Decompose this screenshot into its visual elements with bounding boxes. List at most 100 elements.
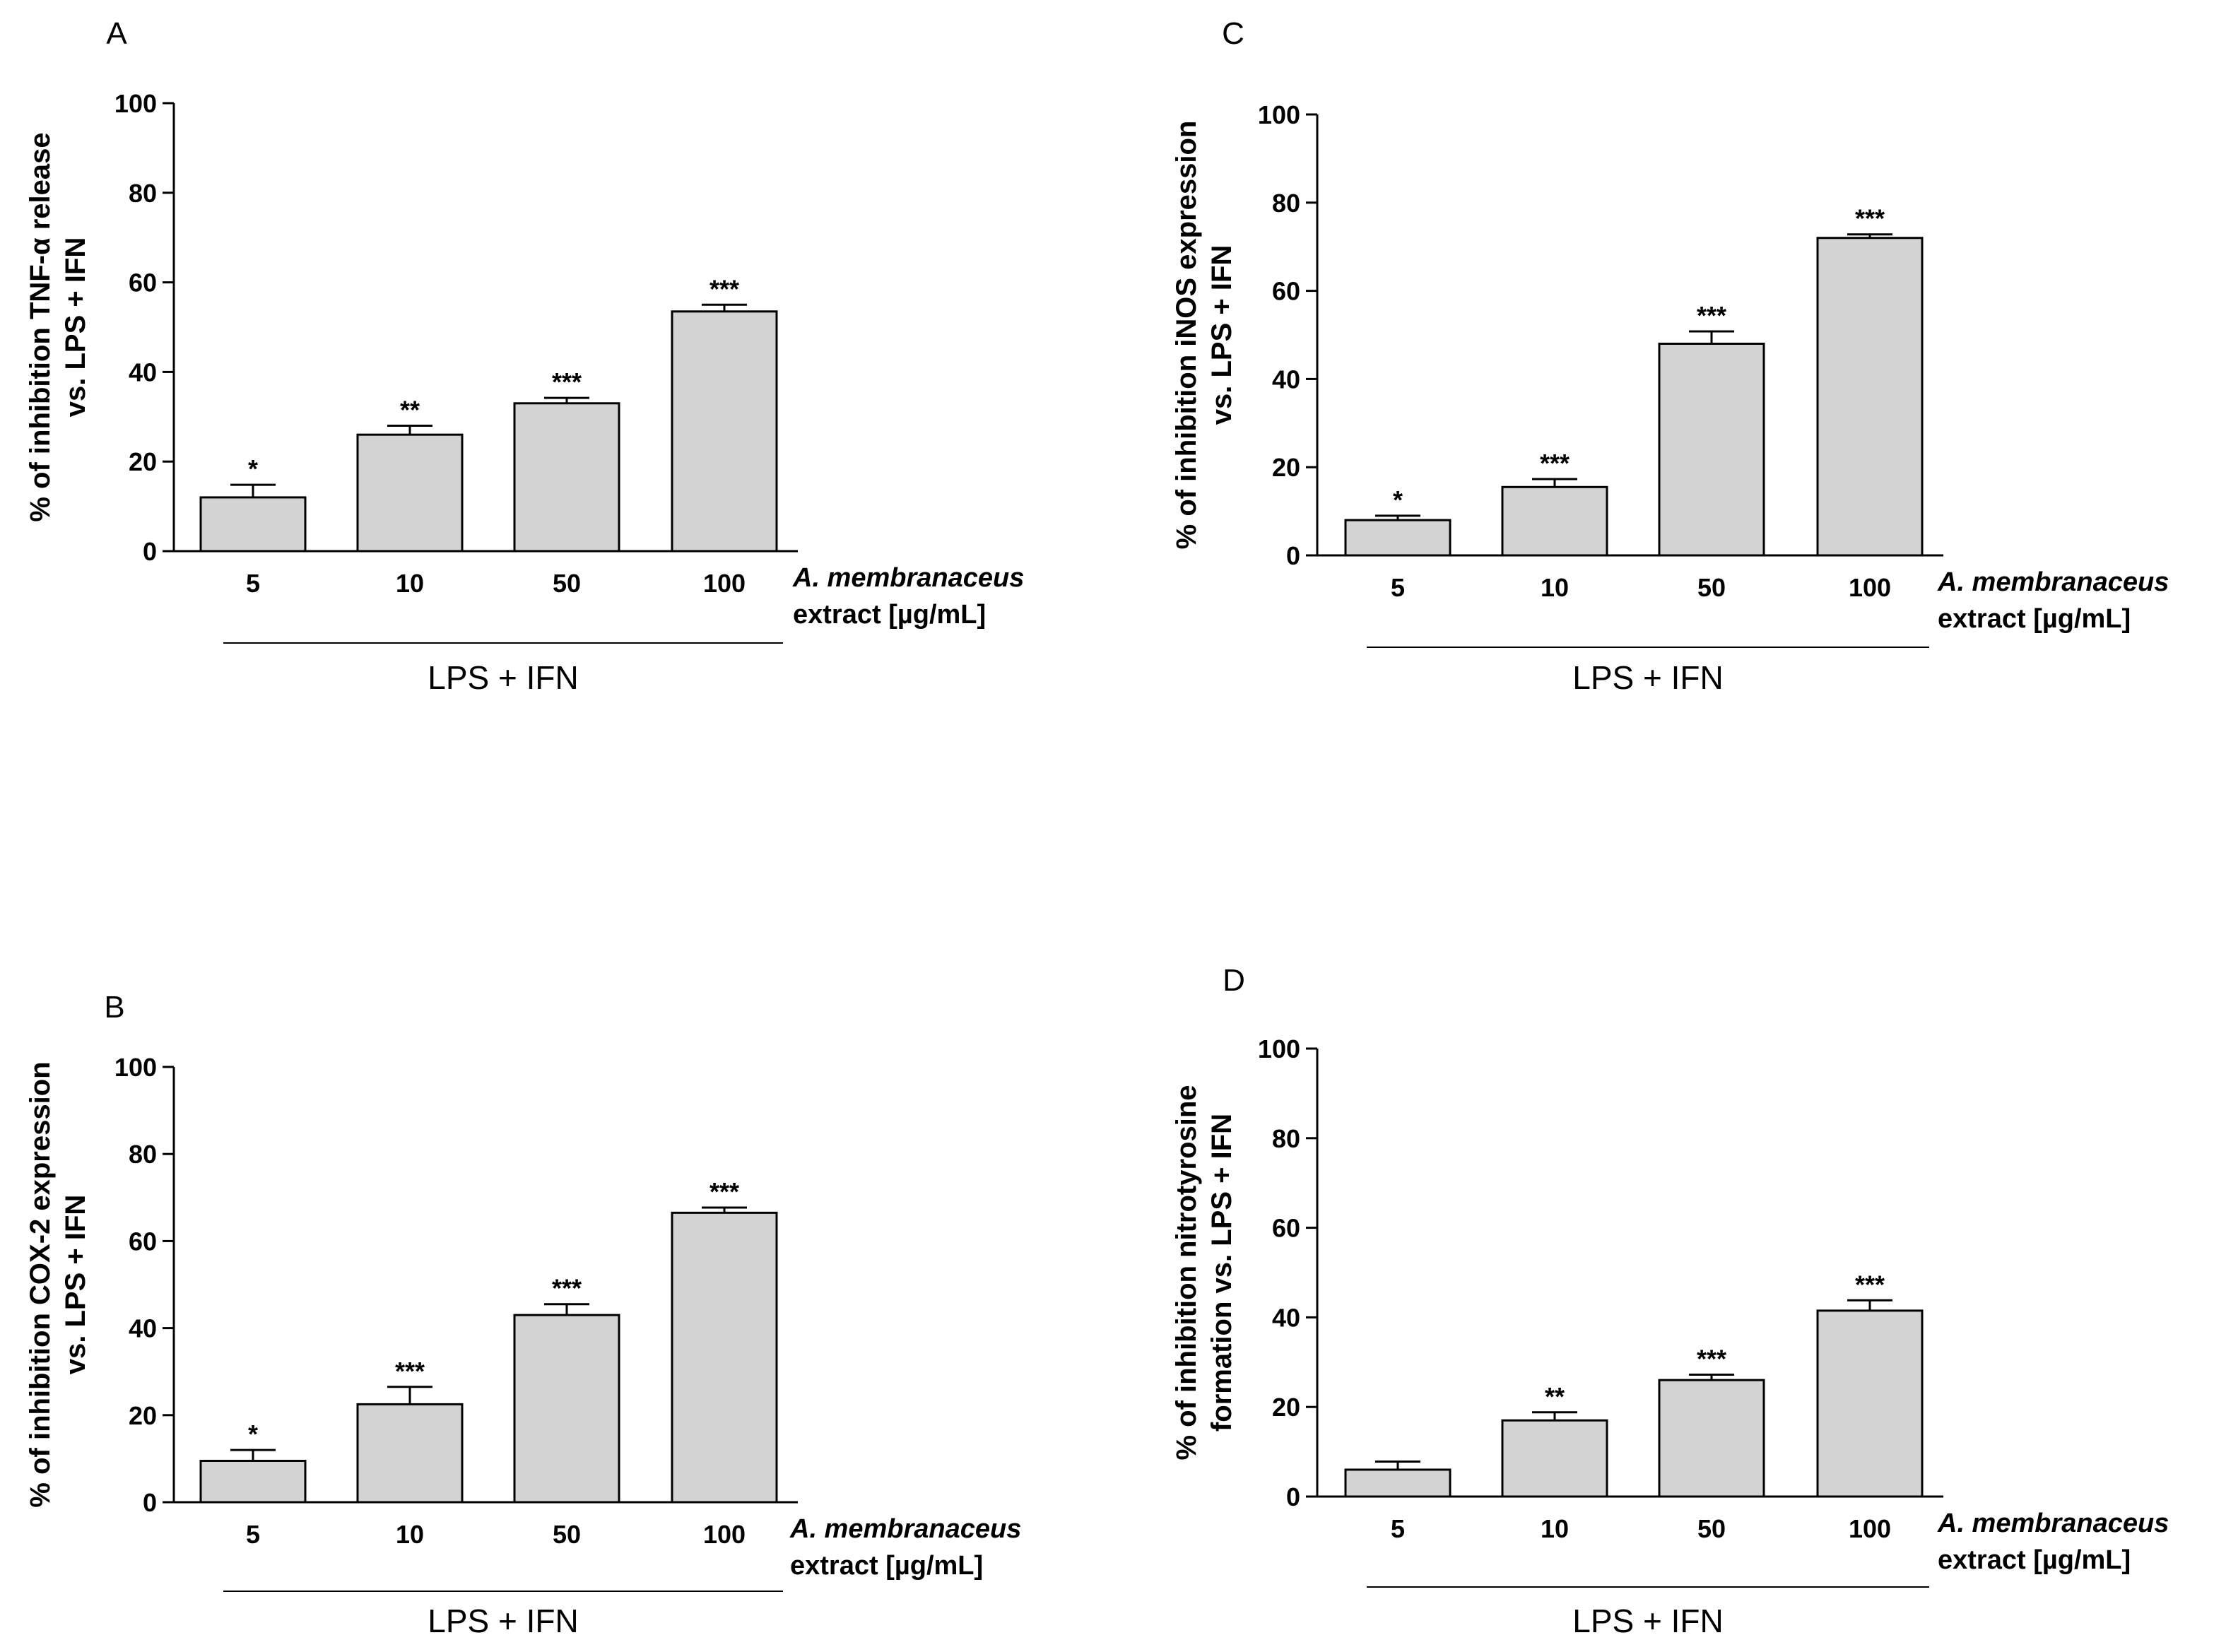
y-tick-label: 20 — [1272, 1393, 1300, 1422]
x-tick-label: 100 — [703, 1520, 746, 1549]
x-tick-label: 50 — [1697, 573, 1726, 602]
y-tick-label: 20 — [129, 447, 157, 476]
panel-d: D 0 20 40 60 80 100 % of inhibition nitrotyrosi… — [1171, 963, 2169, 1639]
significance-label: * — [248, 1420, 258, 1449]
y-axis-label-line-1: % of inhibition nitrotyrosine — [1171, 1085, 1202, 1460]
group-label: LPS + IFN — [1572, 659, 1723, 696]
y-axis-label-line-1: % of inhibition TNF-α release — [25, 132, 56, 521]
x-tick-label: 10 — [396, 569, 424, 598]
bar-5 — [1344, 1468, 1452, 1498]
y-tick-label: 80 — [1272, 189, 1300, 218]
y-tick-label: 0 — [143, 537, 157, 566]
y-axis-label-line-2: vs. LPS + IFN — [1206, 245, 1237, 425]
significance-label: *** — [1855, 204, 1885, 233]
y-tick-label: 60 — [1272, 277, 1300, 306]
bar-50 — [1658, 1379, 1765, 1498]
significance-label: *** — [709, 274, 739, 303]
significance-label: *** — [552, 367, 582, 396]
bar-50 — [1658, 342, 1765, 557]
bar-100 — [1816, 1309, 1924, 1498]
significance-label: ** — [1545, 1382, 1565, 1411]
panel-a: A 0 20 40 60 80 100 % of inhibition TNF-α relea… — [25, 16, 1024, 696]
panel-letter: D — [1223, 963, 1245, 998]
y-tick-label: 40 — [1272, 1303, 1300, 1332]
x-axis-label-line-2: extract [µg/mL] — [1938, 604, 2131, 634]
x-tick-label: 100 — [1849, 573, 1891, 602]
x-tick-label: 10 — [396, 1520, 424, 1549]
bar-50 — [513, 1314, 620, 1504]
y-tick-label: 60 — [1272, 1214, 1300, 1243]
bar-5 — [1344, 519, 1452, 557]
y-tick-label: 0 — [1286, 541, 1300, 570]
y-tick-label: 100 — [1258, 1034, 1300, 1063]
bar-5 — [199, 496, 307, 553]
y-tick-label: 100 — [114, 89, 157, 118]
y-tick-label: 0 — [1286, 1482, 1300, 1511]
group-label: LPS + IFN — [428, 659, 578, 696]
x-tick-label: 5 — [246, 1520, 260, 1549]
x-axis-label-line-1: A. membranaceus — [1937, 1509, 2169, 1538]
x-tick-label: 10 — [1541, 1514, 1569, 1543]
bar-10 — [1501, 485, 1608, 557]
x-tick-label: 50 — [1697, 1514, 1726, 1543]
y-tick-label: 80 — [1272, 1124, 1300, 1153]
bar-100 — [1816, 237, 1924, 557]
x-tick-label: 5 — [246, 569, 260, 598]
y-tick-label: 60 — [129, 1227, 157, 1256]
y-axis-label-line-2: vs. LPS + IFN — [60, 237, 91, 418]
y-axis-label-line-2: vs. LPS + IFN — [60, 1195, 91, 1375]
significance-label: * — [1393, 485, 1403, 514]
x-tick-label: 5 — [1391, 1514, 1405, 1543]
y-axis-label-line-1: % of inhibition iNOS expression — [1171, 121, 1202, 550]
y-tick-label: 20 — [129, 1401, 157, 1430]
bar-5 — [199, 1459, 307, 1504]
significance-label: *** — [1697, 1345, 1726, 1374]
bar-100 — [671, 1211, 778, 1504]
y-tick-label: 60 — [129, 269, 157, 297]
panel-letter: C — [1222, 16, 1244, 51]
group-label: LPS + IFN — [1572, 1603, 1723, 1639]
x-axis-label-line-1: A. membranaceus — [789, 1514, 1021, 1544]
y-tick-label: 40 — [1272, 365, 1300, 394]
x-axis-label-line-1: A. membranaceus — [1937, 567, 2169, 597]
y-tick-label: 80 — [129, 179, 157, 208]
y-axis-label-line-1: % of inhibition COX-2 expression — [25, 1061, 56, 1507]
significance-label: *** — [395, 1357, 425, 1386]
x-tick-label: 50 — [553, 1520, 581, 1549]
bar-100 — [671, 310, 778, 553]
significance-label: ** — [400, 395, 420, 424]
y-tick-label: 100 — [114, 1053, 157, 1082]
x-tick-label: 10 — [1541, 573, 1569, 602]
y-tick-label: 80 — [129, 1140, 157, 1169]
panel-letter: B — [104, 990, 124, 1025]
bar-50 — [513, 402, 620, 553]
x-tick-label: 5 — [1391, 573, 1405, 602]
significance-label: *** — [1697, 301, 1726, 330]
x-axis-label-line-1: A. membranaceus — [792, 563, 1024, 593]
group-label: LPS + IFN — [428, 1603, 578, 1639]
x-axis-label-line-2: extract [µg/mL] — [790, 1551, 983, 1581]
y-axis-label-line-2: formation vs. LPS + IFN — [1206, 1114, 1237, 1432]
y-tick-label: 0 — [143, 1488, 157, 1517]
significance-label: * — [248, 454, 258, 483]
bar-10 — [356, 1403, 464, 1504]
y-tick-label: 40 — [129, 1314, 157, 1343]
x-tick-label: 100 — [703, 569, 746, 598]
y-tick-label: 40 — [129, 358, 157, 387]
significance-label: *** — [709, 1177, 739, 1206]
bar-10 — [356, 433, 464, 553]
y-tick-label: 20 — [1272, 453, 1300, 482]
x-tick-label: 50 — [553, 569, 581, 598]
significance-label: *** — [552, 1274, 582, 1303]
panel-c: C 0 20 40 60 80 100 % of inhibition iNOS expres… — [1171, 16, 2169, 696]
significance-label: *** — [1855, 1270, 1885, 1299]
x-axis-label-line-2: extract [µg/mL] — [1938, 1545, 2131, 1575]
panel-letter: A — [106, 16, 127, 51]
x-tick-label: 100 — [1849, 1514, 1891, 1543]
y-tick-label: 100 — [1258, 100, 1300, 129]
bar-10 — [1501, 1419, 1608, 1498]
significance-label: *** — [1540, 449, 1570, 478]
panel-b: B 0 20 40 60 80 100 % of inhibition COX-2 expre… — [25, 990, 1021, 1639]
x-axis-label-line-2: extract [µg/mL] — [793, 600, 986, 630]
